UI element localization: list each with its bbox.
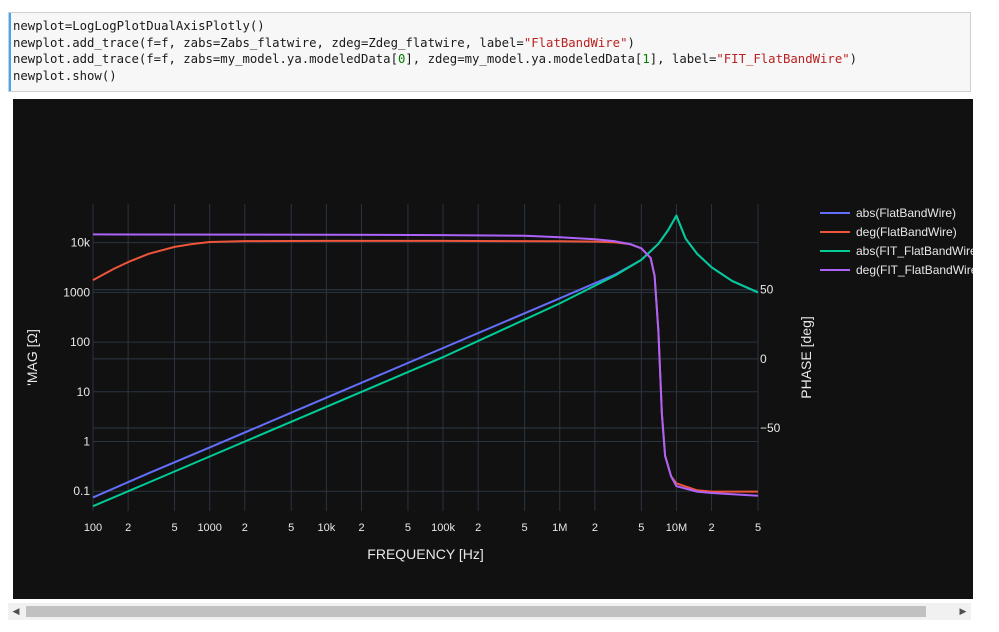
y-left-axis-title: 'MAG [Ω] bbox=[24, 329, 40, 386]
y-left-tick-label: 1 bbox=[83, 435, 90, 449]
x-tick-label: 10k bbox=[318, 522, 336, 534]
horizontal-scrollbar[interactable]: ◀ ▶ bbox=[8, 603, 971, 620]
x-tick-label: 2 bbox=[242, 522, 248, 534]
plot-area[interactable]: 100 2 5 1000 2 5 10k 2 5 100k 2 5 1M 2 5 10M 2 5 0.1 1 10 100… bbox=[13, 99, 973, 599]
y-left-tick-label: 10 bbox=[77, 385, 91, 399]
legend-entry[interactable]: abs(FlatBandWire) bbox=[856, 206, 956, 220]
code-line: newplot=LogLogPlotDualAxisPlotly() bbox=[13, 19, 265, 33]
x-tick-label: 5 bbox=[405, 522, 411, 534]
y-left-tick-label: 0.1 bbox=[73, 484, 90, 498]
x-tick-label: 5 bbox=[755, 522, 761, 534]
scroll-right-icon[interactable]: ▶ bbox=[959, 606, 967, 616]
y-right-tick-label: −50 bbox=[760, 421, 781, 435]
legend-entry[interactable]: deg(FlatBandWire) bbox=[856, 225, 957, 239]
y-left-tick-label: 1000 bbox=[63, 285, 90, 299]
x-tick-label: 100k bbox=[431, 522, 455, 534]
code-line: newplot.show() bbox=[13, 68, 117, 83]
code-cell[interactable]: newplot=LogLogPlotDualAxisPlotly() newplo… bbox=[8, 12, 971, 92]
x-tick-label: 2 bbox=[475, 522, 481, 534]
y-left-tick-label: 100 bbox=[70, 335, 90, 349]
x-tick-label: 2 bbox=[358, 522, 364, 534]
scroll-left-icon[interactable]: ◀ bbox=[12, 606, 20, 616]
series-line-3 bbox=[92, 233, 759, 497]
x-tick-label: 2 bbox=[125, 522, 131, 534]
code-editor[interactable]: newplot=LogLogPlotDualAxisPlotly() newplo… bbox=[13, 18, 857, 84]
y-right-axis-title: PHASE [deg] bbox=[798, 316, 814, 399]
legend-entry[interactable]: deg(FIT_FlatBandWire) bbox=[856, 263, 973, 277]
x-axis-title: FREQUENCY [Hz] bbox=[367, 546, 483, 562]
x-tick-label: 1M bbox=[552, 522, 567, 534]
x-tick-label: 2 bbox=[709, 522, 715, 534]
x-tick-label: 100 bbox=[84, 522, 102, 534]
y-left-tick-label: 10k bbox=[71, 236, 91, 250]
x-tick-label: 1000 bbox=[197, 522, 221, 534]
series-line-2 bbox=[92, 214, 759, 508]
series-line-0 bbox=[92, 214, 759, 499]
code-line: newplot.add_trace(f=f, zabs=Zabs_flatwir… bbox=[13, 35, 635, 50]
y-right-tick-label: 0 bbox=[760, 352, 767, 366]
x-tick-label: 5 bbox=[171, 522, 177, 534]
x-tick-label: 10M bbox=[666, 522, 687, 534]
y-right-tick-label: 50 bbox=[760, 283, 774, 297]
x-tick-label: 5 bbox=[522, 522, 528, 534]
x-tick-label: 5 bbox=[638, 522, 644, 534]
x-tick-label: 5 bbox=[288, 522, 294, 534]
cell-selection-bar bbox=[9, 13, 11, 91]
x-tick-label: 2 bbox=[592, 522, 598, 534]
legend-entry[interactable]: abs(FIT_FlatBandWire) bbox=[856, 244, 973, 258]
code-line: newplot.add_trace(f=f, zabs=my_model.ya.… bbox=[13, 52, 858, 66]
dual-axis-log-chart[interactable]: 100 2 5 1000 2 5 10k 2 5 100k 2 5 1M 2 5 10M 2 50.1110100… bbox=[13, 99, 973, 599]
scrollbar-thumb[interactable] bbox=[26, 606, 926, 617]
